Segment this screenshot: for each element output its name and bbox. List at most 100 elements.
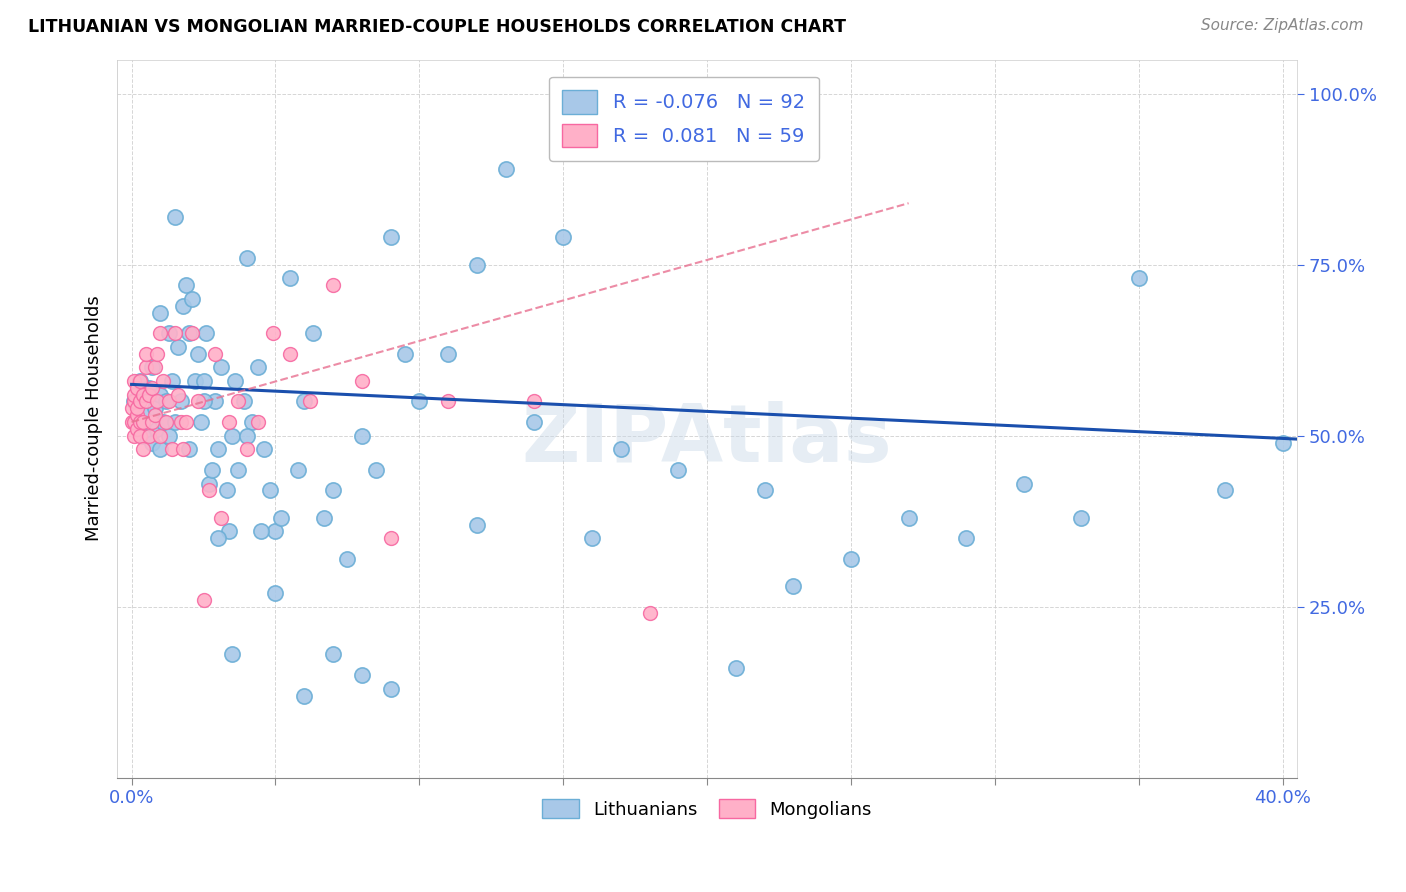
Text: ZIPAtlas: ZIPAtlas xyxy=(522,401,893,479)
Point xyxy=(366,463,388,477)
Point xyxy=(1128,271,1150,285)
Point xyxy=(264,586,287,600)
Point xyxy=(437,346,460,360)
Point xyxy=(209,360,232,375)
Point xyxy=(132,415,155,429)
Point xyxy=(163,210,186,224)
Point xyxy=(198,483,221,498)
Point xyxy=(152,374,174,388)
Point xyxy=(350,428,373,442)
Point xyxy=(179,326,201,340)
Legend: Lithuanians, Mongolians: Lithuanians, Mongolians xyxy=(536,792,879,826)
Point xyxy=(259,483,281,498)
Point xyxy=(181,326,204,340)
Point xyxy=(157,394,180,409)
Point xyxy=(174,415,197,429)
Point xyxy=(218,524,240,539)
Point xyxy=(174,278,197,293)
Point xyxy=(124,428,146,442)
Point xyxy=(380,531,402,545)
Point xyxy=(610,442,633,457)
Point xyxy=(160,374,183,388)
Point xyxy=(1070,510,1092,524)
Point xyxy=(124,415,146,429)
Point xyxy=(127,381,149,395)
Point xyxy=(166,387,188,401)
Point xyxy=(124,394,146,409)
Point xyxy=(207,531,229,545)
Point xyxy=(129,415,152,429)
Point xyxy=(247,415,270,429)
Point xyxy=(121,415,143,429)
Point xyxy=(218,415,240,429)
Point xyxy=(287,463,309,477)
Point xyxy=(172,299,194,313)
Point xyxy=(138,387,160,401)
Point xyxy=(380,681,402,696)
Point xyxy=(350,374,373,388)
Point xyxy=(495,161,517,176)
Point xyxy=(204,394,226,409)
Point xyxy=(666,463,689,477)
Point xyxy=(143,360,166,375)
Point xyxy=(141,435,163,450)
Point xyxy=(1213,483,1236,498)
Point xyxy=(129,428,152,442)
Point xyxy=(754,483,776,498)
Point xyxy=(155,394,177,409)
Point xyxy=(322,648,344,662)
Point xyxy=(129,374,152,388)
Point xyxy=(221,428,243,442)
Point xyxy=(166,340,188,354)
Point xyxy=(127,422,149,436)
Point xyxy=(955,531,977,545)
Point xyxy=(278,346,301,360)
Point xyxy=(198,476,221,491)
Point xyxy=(146,346,169,360)
Point xyxy=(187,394,209,409)
Point xyxy=(149,428,172,442)
Point xyxy=(163,415,186,429)
Text: Source: ZipAtlas.com: Source: ZipAtlas.com xyxy=(1201,18,1364,33)
Point xyxy=(724,661,747,675)
Point xyxy=(135,394,157,409)
Point xyxy=(553,230,575,244)
Point xyxy=(215,483,238,498)
Point xyxy=(242,415,264,429)
Point xyxy=(839,551,862,566)
Point xyxy=(226,463,249,477)
Point xyxy=(209,510,232,524)
Point xyxy=(146,422,169,436)
Point xyxy=(179,442,201,457)
Point xyxy=(465,517,488,532)
Point xyxy=(322,483,344,498)
Point xyxy=(132,442,155,457)
Point xyxy=(149,387,172,401)
Point xyxy=(193,394,215,409)
Point xyxy=(336,551,359,566)
Point xyxy=(408,394,430,409)
Point xyxy=(437,394,460,409)
Point xyxy=(193,374,215,388)
Point xyxy=(141,381,163,395)
Point xyxy=(782,579,804,593)
Point xyxy=(523,394,546,409)
Point xyxy=(155,415,177,429)
Point xyxy=(132,428,155,442)
Point xyxy=(152,415,174,429)
Point xyxy=(264,524,287,539)
Point xyxy=(581,531,603,545)
Point xyxy=(226,394,249,409)
Point xyxy=(235,428,257,442)
Point xyxy=(138,428,160,442)
Point xyxy=(149,305,172,319)
Point xyxy=(163,326,186,340)
Point xyxy=(262,326,284,340)
Point xyxy=(292,394,315,409)
Point xyxy=(253,442,276,457)
Point xyxy=(638,607,661,621)
Point xyxy=(141,360,163,375)
Point xyxy=(169,394,191,409)
Point xyxy=(181,292,204,306)
Point xyxy=(124,394,146,409)
